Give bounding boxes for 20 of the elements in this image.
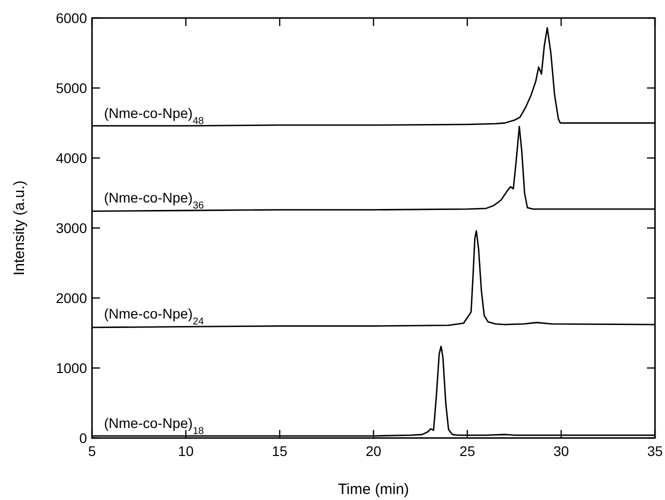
- x-tick-label: 20: [366, 443, 382, 459]
- y-tick-label: 1000: [56, 360, 88, 376]
- x-tick-label: 30: [553, 443, 570, 459]
- x-tick-label: 35: [647, 443, 663, 459]
- x-tick-label: 5: [88, 443, 96, 459]
- series-label: (Nme-co-Npe)$_{36}$: [104, 190, 204, 211]
- x-tick-label: 15: [272, 443, 288, 459]
- y-axis-title: Intensity (a.u.): [11, 180, 28, 276]
- y-tick-label: 2000: [56, 290, 88, 306]
- x-axis-title: Time (min): [338, 481, 410, 498]
- y-tick-label: 0: [79, 430, 88, 446]
- series-label: (Nme-co-Npe)$_{48}$: [104, 104, 204, 126]
- x-tick-label: 25: [460, 443, 476, 459]
- y-tick-label: 6000: [56, 10, 88, 26]
- series-label: (Nme-co-Npe)$_{18}$: [104, 414, 204, 436]
- y-tick-label: 3000: [56, 220, 88, 236]
- y-tick-label: 5000: [56, 80, 88, 96]
- series-label: (Nme-co-Npe)$_{24}$: [104, 306, 204, 328]
- y-tick-label: 4000: [56, 150, 88, 166]
- x-tick-label: 10: [178, 443, 194, 459]
